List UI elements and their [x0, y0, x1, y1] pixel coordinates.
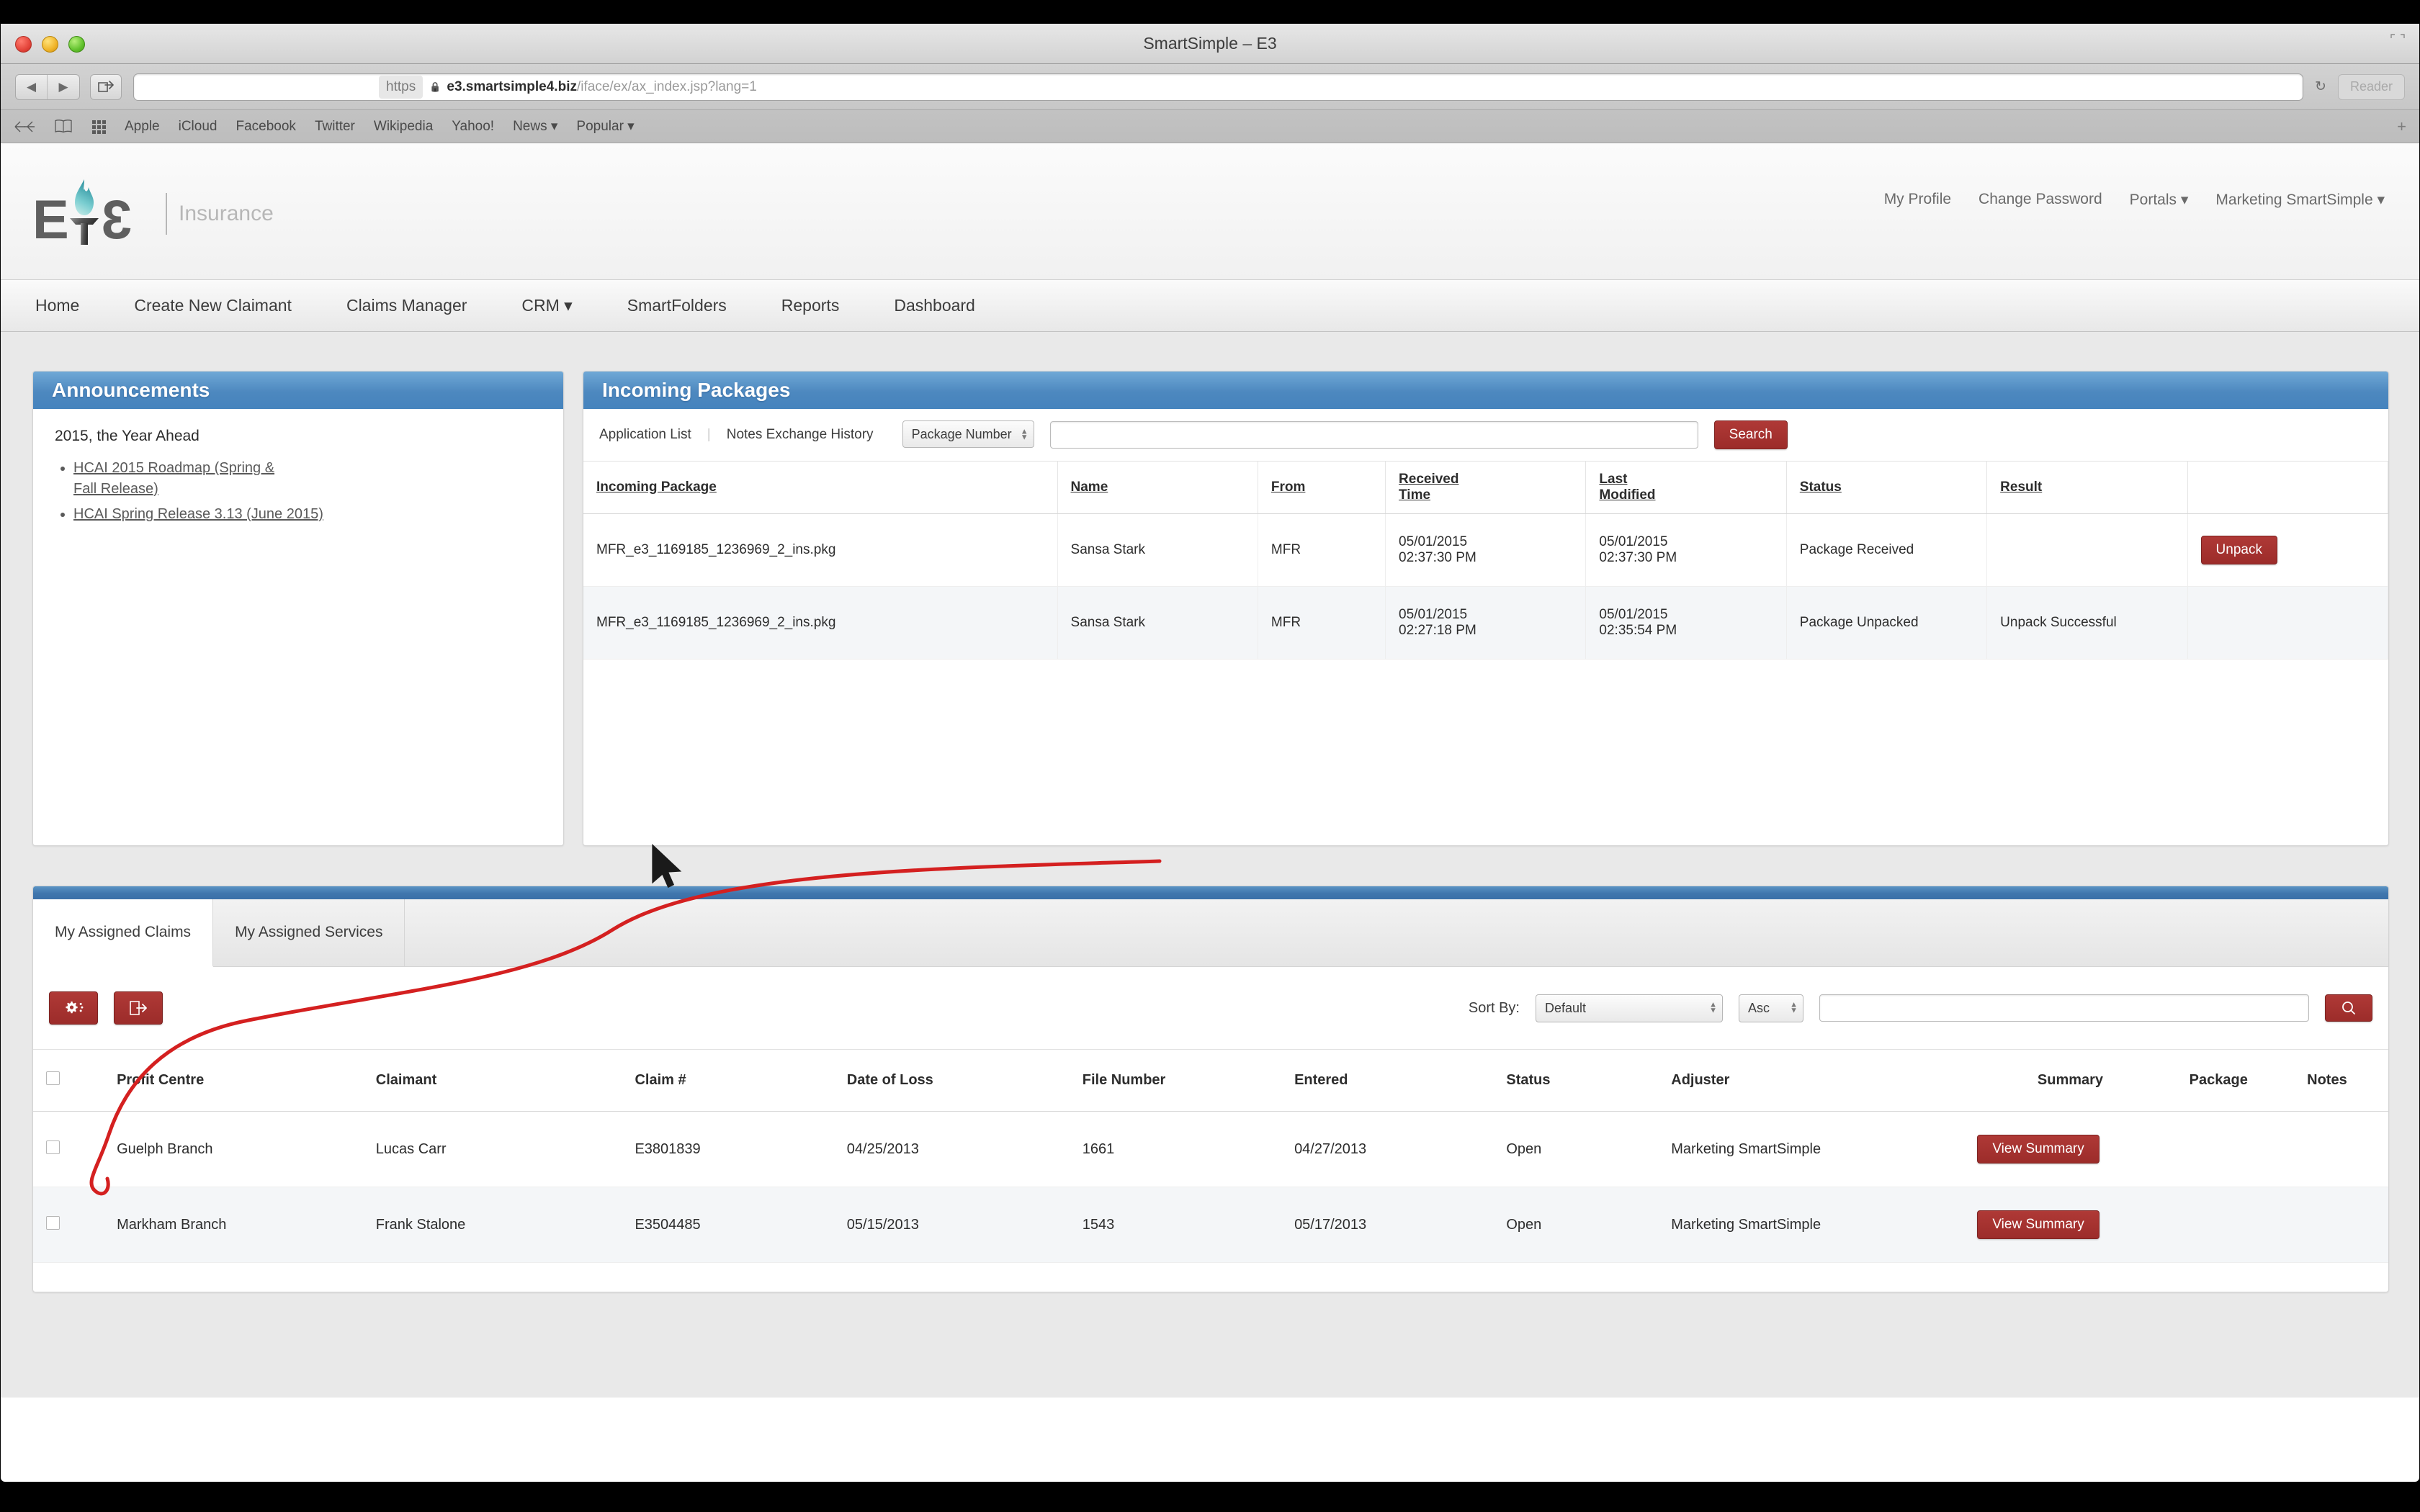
svg-text:3: 3 — [102, 189, 132, 250]
svg-text:E: E — [35, 189, 69, 250]
